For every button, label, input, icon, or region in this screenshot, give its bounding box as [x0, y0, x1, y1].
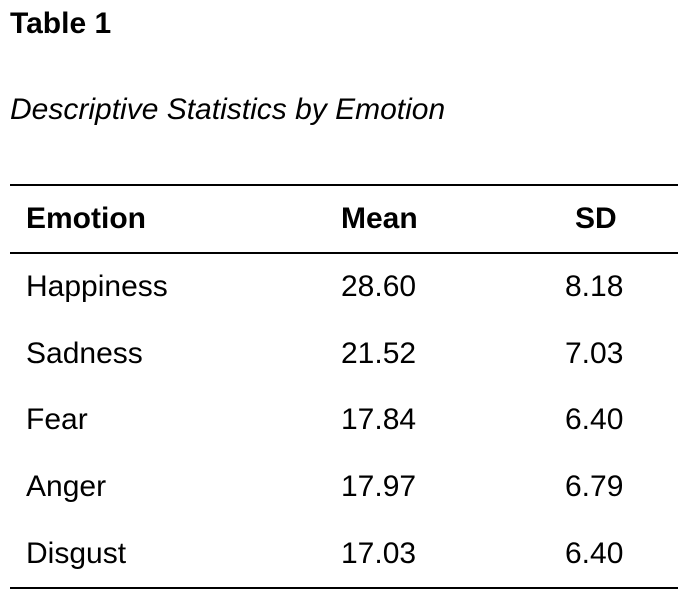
cell-sd: 6.40	[565, 536, 624, 570]
cell-emotion: Anger	[26, 470, 107, 504]
cell-mean: 21.52	[341, 336, 417, 370]
column-header-emotion: Emotion	[26, 202, 146, 235]
cell-sd: 7.03	[565, 336, 624, 370]
column-header-mean: Mean	[341, 202, 418, 235]
cell-sd: 8.18	[565, 270, 624, 304]
cell-emotion: Happiness	[26, 270, 168, 304]
cell-sd: 6.79	[565, 470, 624, 504]
table-row: Sadness 21.52 7.03	[10, 321, 678, 388]
table-row: Disgust 17.03 6.40	[10, 520, 678, 588]
table-body: Happiness 28.60 8.18 Sadness 21.52 7.03 …	[10, 253, 678, 588]
cell-mean: 17.84	[341, 403, 417, 437]
cell-emotion: Fear	[26, 403, 88, 437]
descriptive-statistics-table: Emotion Mean SD Happiness 28.60 8.18 Sad…	[10, 184, 678, 589]
cell-emotion: Disgust	[26, 536, 127, 570]
cell-mean: 17.03	[341, 536, 417, 570]
table-row: Fear 17.84 6.40	[10, 387, 678, 454]
header-row: Emotion Mean SD	[10, 185, 678, 253]
table-title: Descriptive Statistics by Emotion	[10, 93, 446, 126]
table-number-label: Table 1	[10, 7, 112, 40]
cell-sd: 6.40	[565, 403, 624, 437]
table-header: Emotion Mean SD	[10, 185, 678, 253]
column-header-sd: SD	[575, 202, 617, 235]
cell-mean: 17.97	[341, 470, 417, 504]
table-row: Happiness 28.60 8.18	[10, 253, 678, 321]
cell-mean: 28.60	[341, 270, 417, 304]
table-row: Anger 17.97 6.79	[10, 454, 678, 521]
cell-emotion: Sadness	[26, 336, 143, 370]
